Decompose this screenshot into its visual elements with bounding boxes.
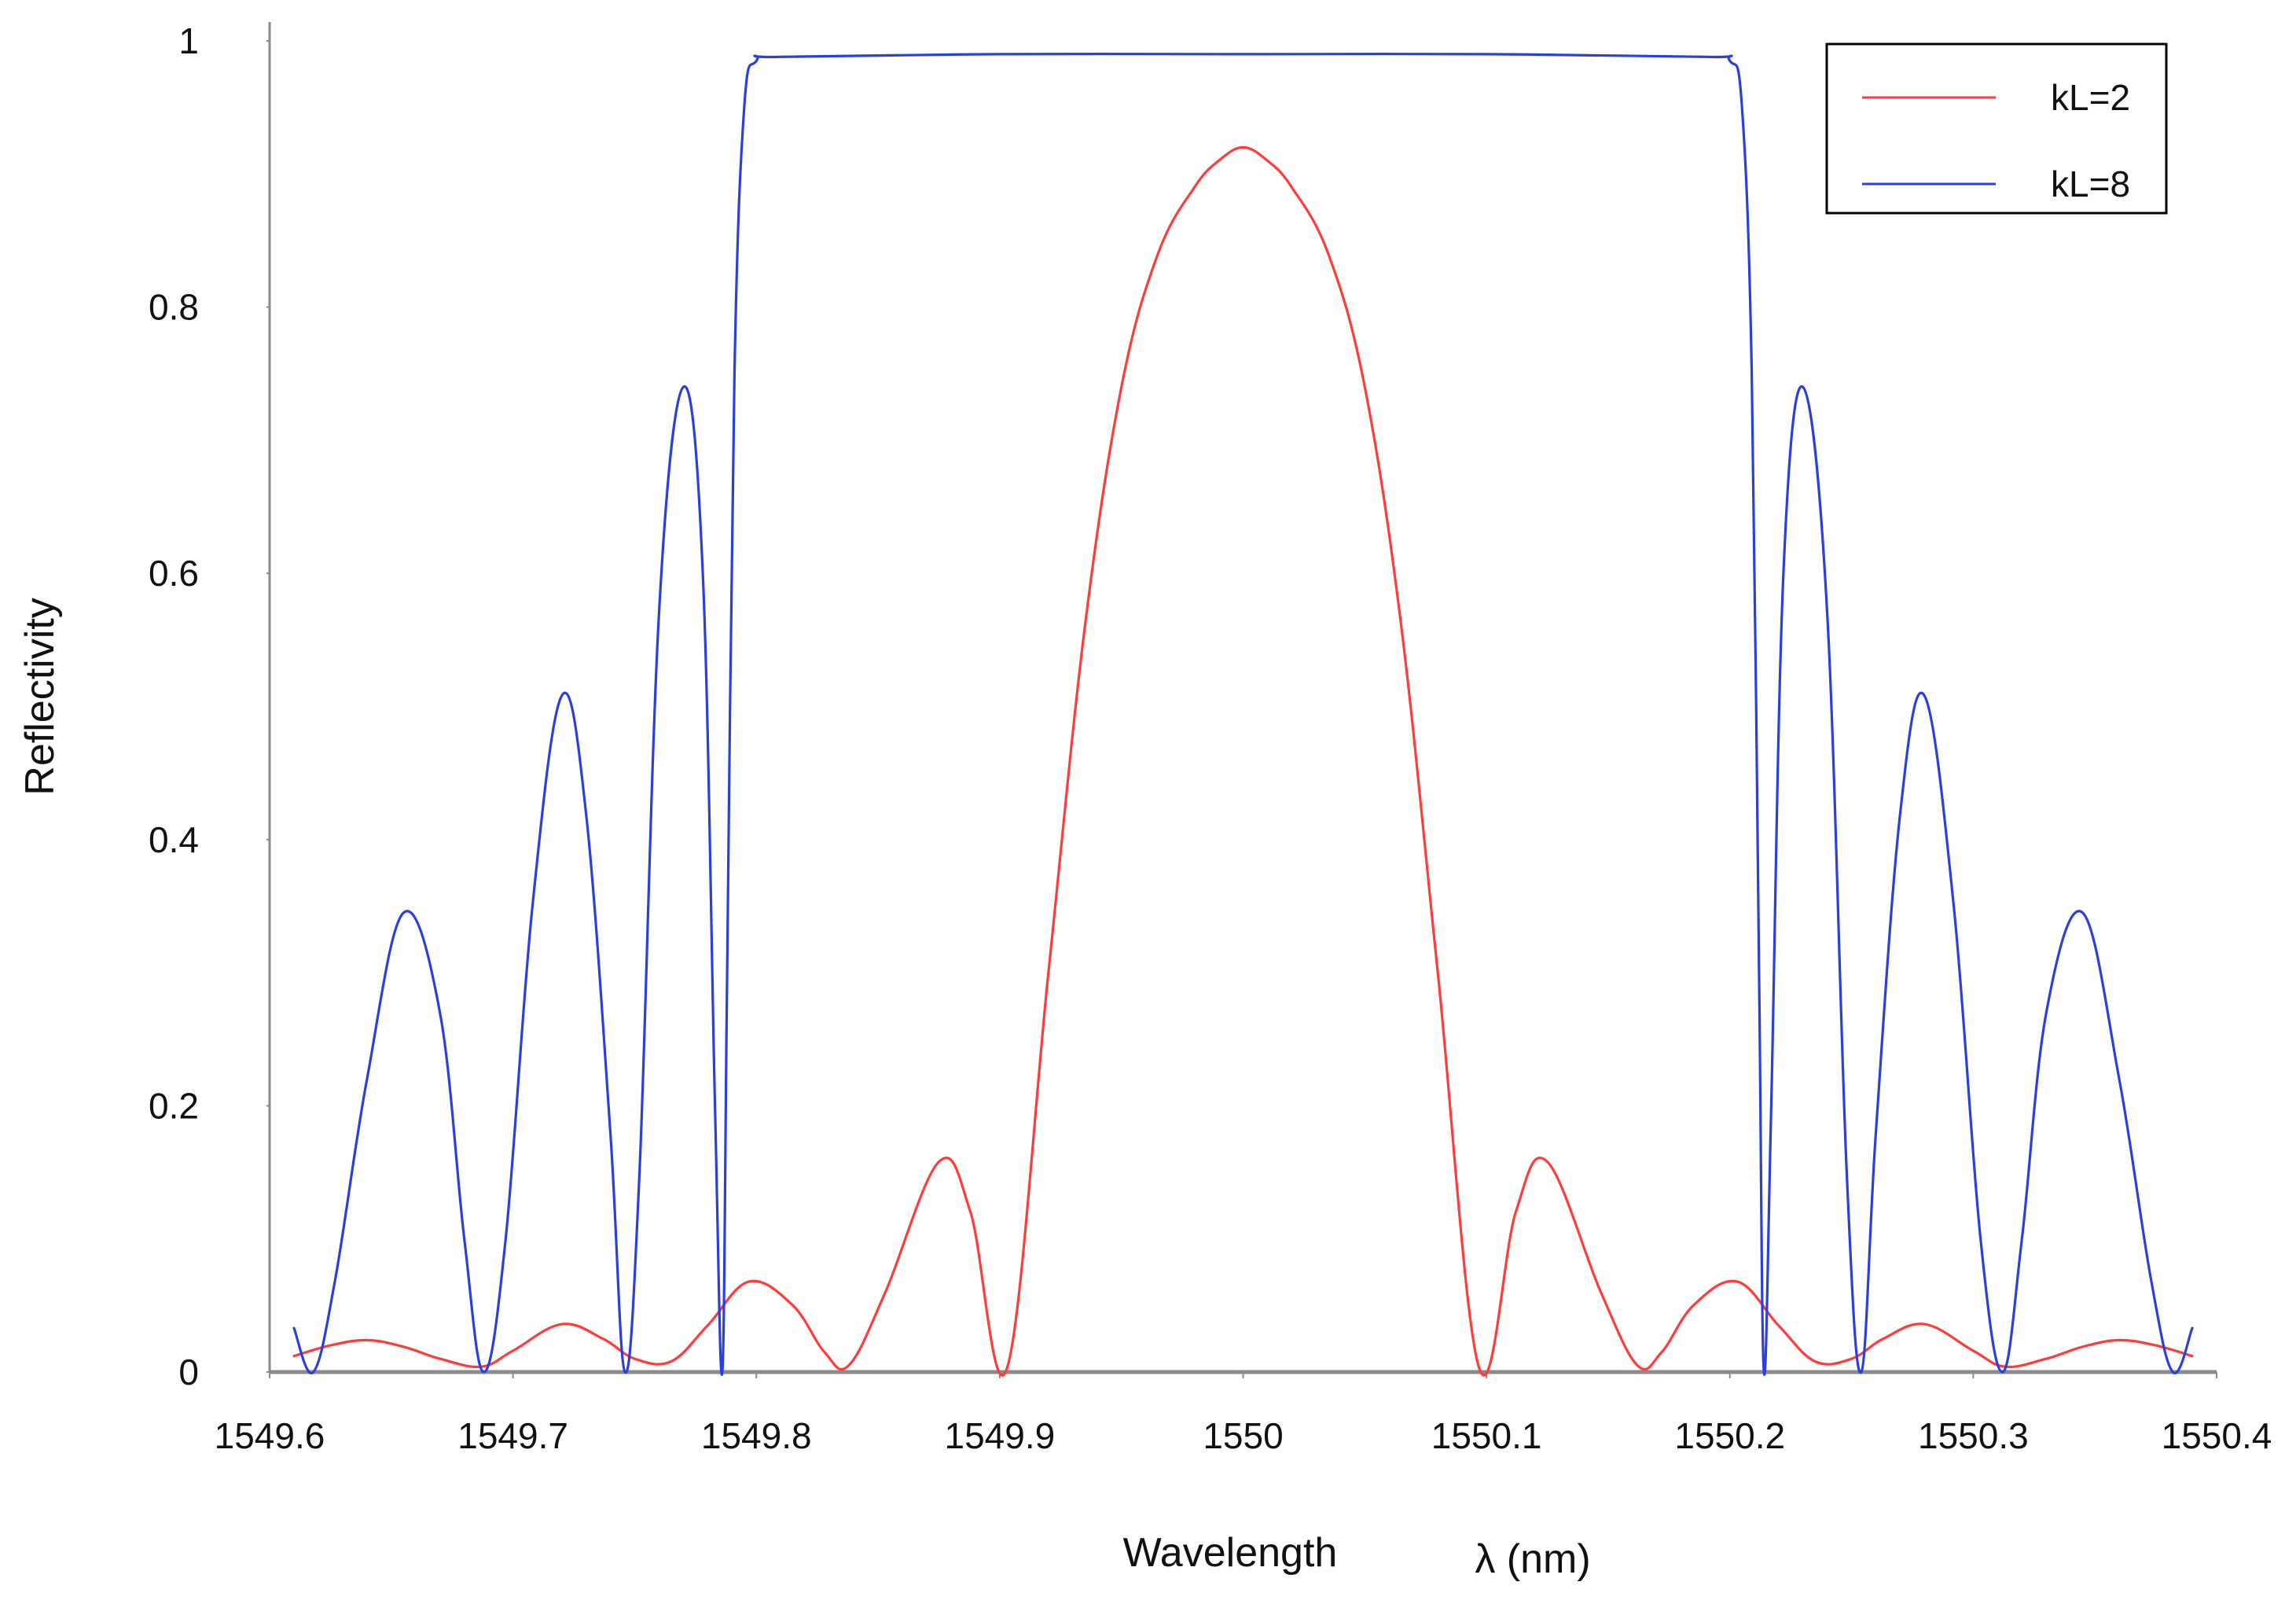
x-tick-label: 1549.9 bbox=[945, 1415, 1056, 1456]
x-tick-label: 1549.6 bbox=[215, 1415, 325, 1456]
y-tick-label: 0.2 bbox=[149, 1085, 199, 1126]
x-axis-title: Wavelength bbox=[1123, 1530, 1338, 1576]
x-tick-label: 1550.2 bbox=[1674, 1415, 1785, 1456]
x-tick-label: 1550.4 bbox=[2162, 1415, 2272, 1456]
x-tick-label: 1550 bbox=[1203, 1415, 1283, 1456]
x-tick-label: 1550.3 bbox=[1918, 1415, 2029, 1456]
legend-label: kL=8 bbox=[2051, 164, 2130, 204]
series-line-kl-2 bbox=[292, 145, 2194, 1377]
x-axis-unit-label: λ (nm) bbox=[1475, 1536, 1590, 1582]
series-lines bbox=[292, 53, 2194, 1377]
y-tick-label: 0.6 bbox=[149, 553, 199, 594]
x-tick-label: 1550.1 bbox=[1431, 1415, 1542, 1456]
x-tick-label: 1549.8 bbox=[701, 1415, 812, 1456]
y-tick-label: 0 bbox=[178, 1352, 199, 1392]
y-tick-label: 1 bbox=[178, 20, 199, 61]
legend-label: kL=2 bbox=[2051, 77, 2130, 118]
y-tick-label: 0.4 bbox=[149, 819, 199, 860]
series-line-kl-8 bbox=[292, 53, 2194, 1376]
y-axis-title: Reflectivity bbox=[17, 598, 63, 795]
axes: 0 0.2 0.4 0.6 0.8 1 1549.6 1549.7 1549.8 1549.9 15… bbox=[149, 20, 2272, 1456]
legend: kL=2 kL=8 bbox=[1825, 42, 2168, 215]
y-tick-label: 0.8 bbox=[149, 287, 199, 328]
x-tick-label: 1549.7 bbox=[457, 1415, 568, 1456]
